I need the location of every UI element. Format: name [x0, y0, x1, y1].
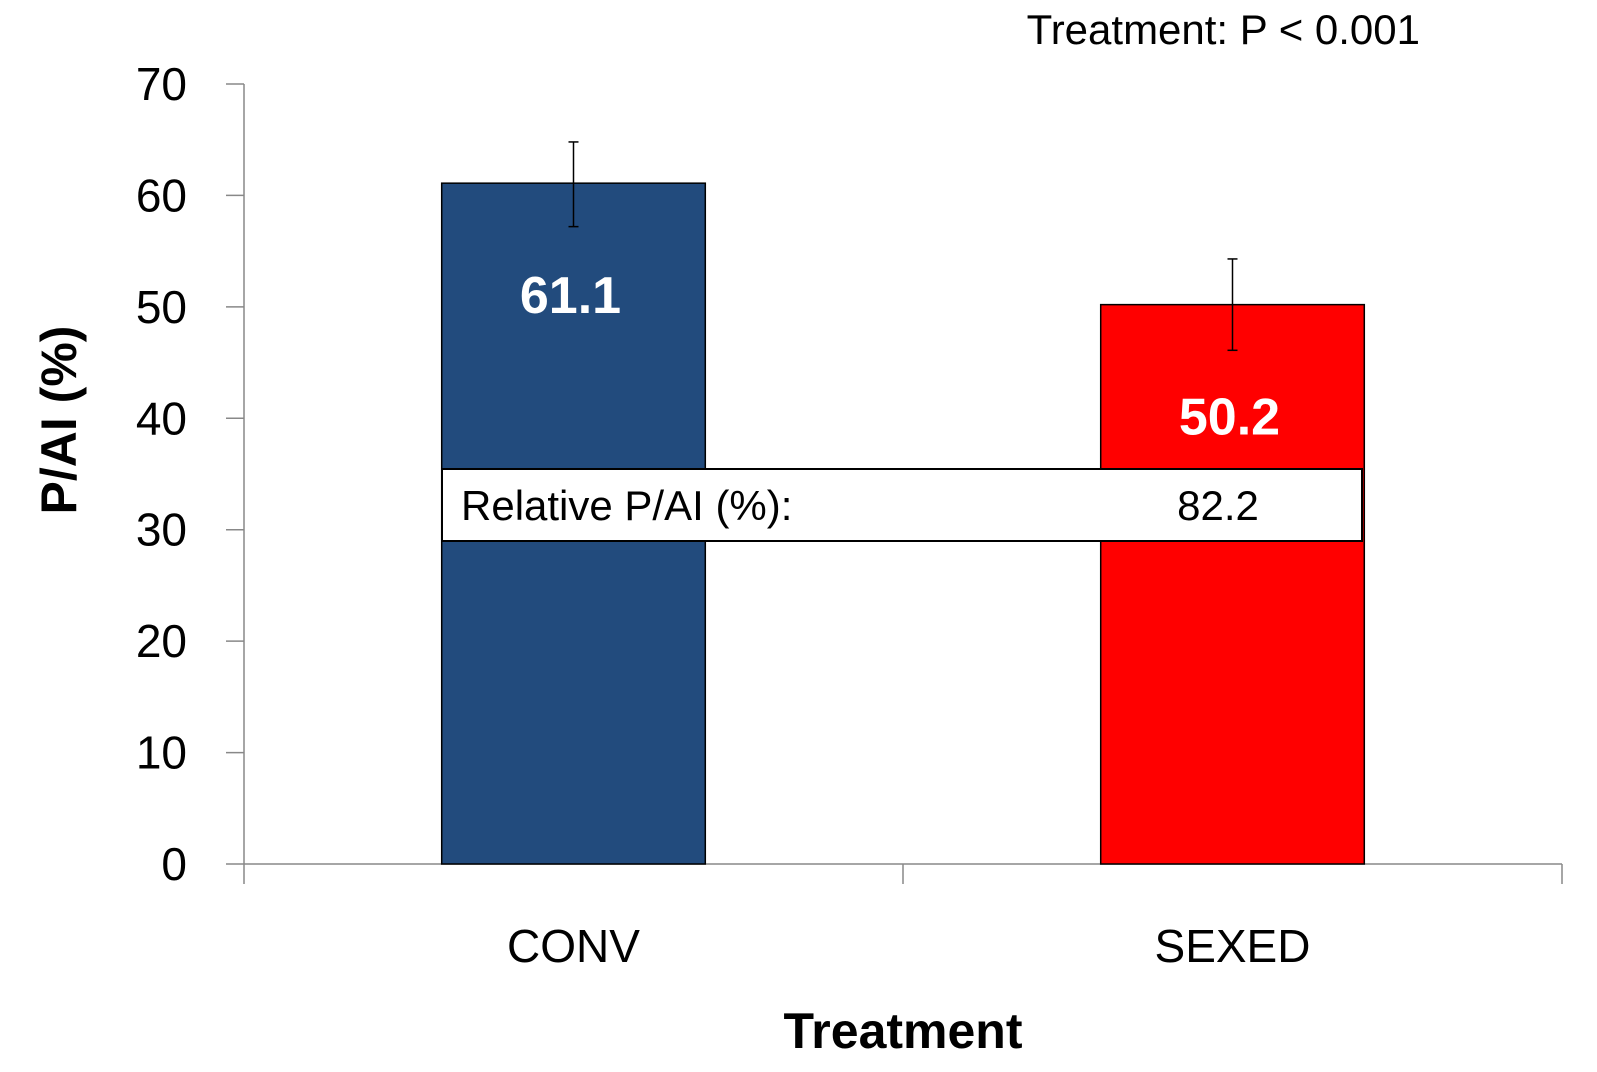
- significance-annotation: Treatment: P < 0.001: [1026, 6, 1420, 53]
- x-tick-labels: CONV SEXED: [507, 920, 1310, 972]
- data-labels: 61.1 50.2: [520, 267, 1280, 446]
- x-axis-label: Treatment: [784, 1003, 1023, 1059]
- y-tick-label: 50: [136, 281, 187, 333]
- bar-sexed: [1099, 303, 1366, 865]
- x-tick-label: CONV: [507, 920, 640, 972]
- data-label: 61.1: [520, 267, 621, 325]
- y-axis-label: P/AI (%): [31, 326, 87, 515]
- y-tick-label: 10: [136, 727, 187, 779]
- x-axis: [243, 863, 1563, 884]
- y-axis: 0 10 20 30 40 50 60 70: [136, 58, 245, 890]
- y-tick-label: 30: [136, 504, 187, 556]
- relative-pai-box: Relative P/AI (%): 82.2: [441, 468, 1363, 542]
- y-tick-label: 70: [136, 58, 187, 110]
- y-tick-label: 40: [136, 392, 187, 444]
- y-tick-label: 60: [136, 169, 187, 221]
- y-tick-label: 20: [136, 615, 187, 667]
- x-tick-label: SEXED: [1155, 920, 1311, 972]
- y-tick-label: 0: [161, 838, 187, 890]
- relative-pai-label: Relative P/AI (%):: [461, 482, 793, 529]
- data-label: 50.2: [1179, 389, 1280, 447]
- relative-pai-value: 82.2: [1177, 482, 1259, 529]
